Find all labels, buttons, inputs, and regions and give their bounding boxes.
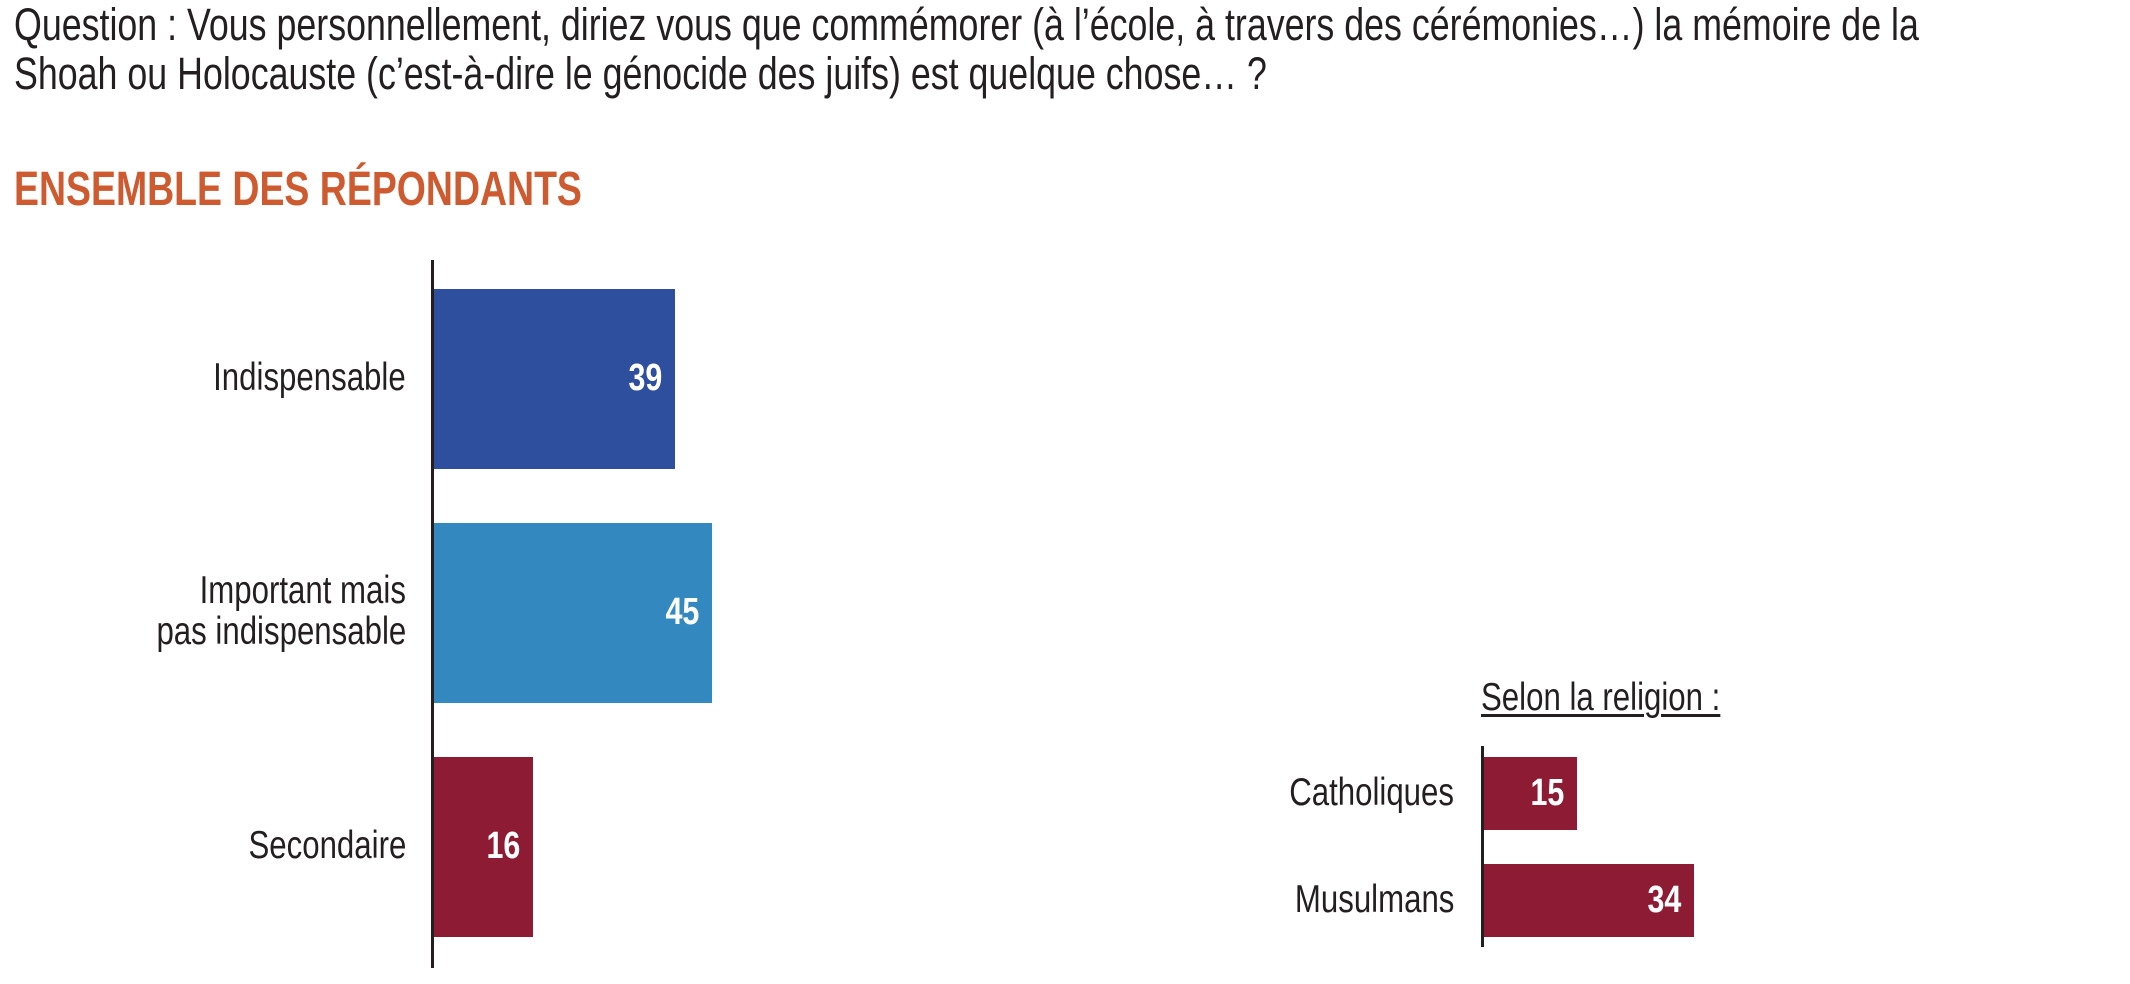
question-line-1: Question : Vous personnellement, diriez … [14, 0, 2124, 49]
bar-important-mais-pas-indispensable [434, 523, 712, 703]
bar-value-label: 45 [665, 591, 699, 633]
bar-indispensable [434, 289, 675, 469]
category-label: Secondaire [248, 823, 406, 867]
category-label: Indispensable [213, 355, 406, 399]
question-text: Question : Vous personnellement, diriez … [14, 0, 2124, 98]
bar-value-label: 39 [628, 357, 662, 399]
category-label: pas indispensable [156, 610, 406, 653]
bar-value-label: 16 [486, 825, 520, 867]
category-label: Important mais [199, 569, 406, 612]
bar-value-label: 34 [1647, 878, 1681, 921]
category-label: Musulmans [1294, 877, 1454, 921]
question-line-1-text: Question : Vous personnellement, diriez … [14, 0, 1919, 50]
bar-secondaire [434, 757, 533, 937]
bar-catholiques [1484, 757, 1577, 830]
y-axis-line [431, 260, 434, 968]
bar-musulmans [1484, 864, 1694, 937]
chart-religion-title: Selon la religion : [1481, 676, 1721, 719]
bar-value-label: 15 [1530, 771, 1564, 814]
section-heading: ENSEMBLE DES RÉPONDANTS [14, 163, 582, 216]
question-line-2-text: Shoah ou Holocauste (c’est-à-dire le gén… [14, 48, 1267, 99]
category-label: Catholiques [1289, 770, 1454, 814]
y-axis-line [1481, 746, 1484, 947]
question-line-2: Shoah ou Holocauste (c’est-à-dire le gén… [14, 49, 2124, 98]
